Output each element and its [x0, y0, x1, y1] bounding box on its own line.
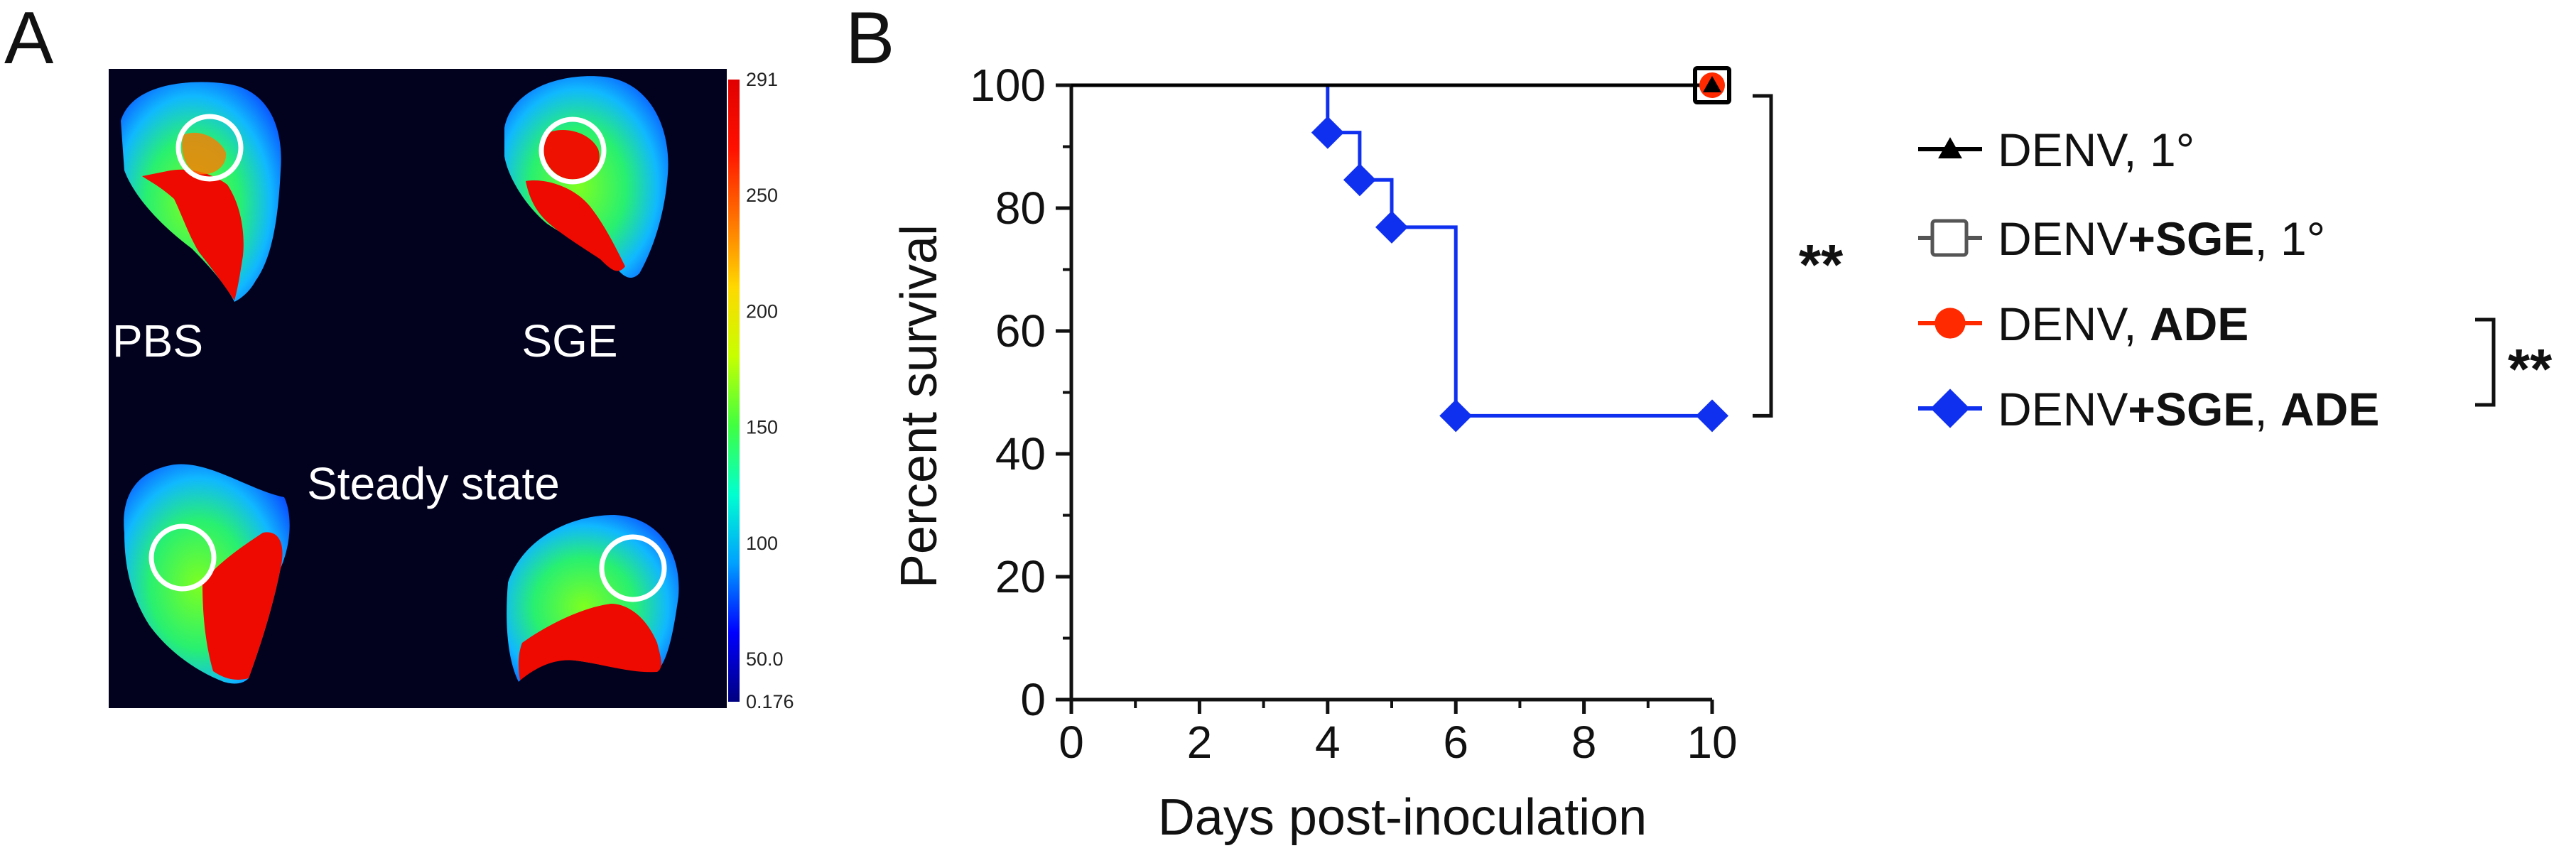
marker-diamond: [1311, 116, 1344, 149]
tissue-top-left: [121, 82, 281, 303]
label-pbs: PBS: [112, 315, 203, 366]
marker-diamond: [1375, 210, 1408, 244]
colorbar-tick-label: 200: [746, 300, 778, 322]
panel-b-letter: B: [845, 0, 895, 80]
legend-label-part: DENV: [1998, 212, 2128, 265]
x-tick-label: 0: [1059, 717, 1084, 768]
roi-circle: [148, 523, 217, 592]
series-layer: [1071, 66, 1731, 433]
marker-diamond: [1343, 163, 1376, 197]
x-tick-label: 10: [1687, 717, 1737, 768]
roi-circle: [599, 534, 667, 602]
legend-label: DENV, 1°: [1998, 124, 2195, 176]
colorbar: 291 250 200 150 100 50.0 0.176: [728, 69, 794, 712]
y-tick-label: 40: [995, 428, 1046, 479]
legend-label-part: ADE: [2280, 383, 2379, 435]
tissue-top-right: [504, 76, 669, 278]
legend-label-part: DENV, 1°: [1998, 124, 2195, 176]
y-tick-label: 100: [970, 60, 1046, 111]
marker-triangle: [1938, 137, 1962, 158]
x-tick-label: 8: [1571, 717, 1597, 768]
panel-a-letter: A: [4, 0, 54, 80]
y-tick-label: 80: [995, 183, 1046, 234]
marker-triangle: [1703, 76, 1721, 92]
marker-circle: [1934, 308, 1966, 339]
legend-label-part: DENV: [1998, 383, 2128, 435]
colorbar-tick-label: 50.0: [746, 648, 784, 670]
colorbar-ticks: 291 250 200 150 100 50.0 0.176: [746, 69, 794, 712]
heatmap-panel: PBS SGE Steady state: [109, 69, 727, 708]
colorbar-gradient: [728, 80, 740, 702]
x-tick-label: 2: [1187, 717, 1213, 768]
tissue-bottom-left: [124, 464, 290, 684]
colorbar-tick-label: 100: [746, 533, 778, 554]
y-tick-label: 60: [995, 305, 1046, 357]
tissue-bottom-right: [507, 515, 679, 682]
legend-label: DENV+SGE, ADE: [1998, 383, 2379, 435]
y-tick-label: 20: [995, 551, 1046, 602]
bracket-2: [2475, 317, 2496, 407]
legend-label-part: ADE: [2150, 298, 2248, 350]
colorbar-tick-label: 250: [746, 185, 778, 206]
significance-label: **: [1799, 233, 1844, 296]
y-tick-label: 0: [1020, 674, 1046, 725]
significance-brackets: ** **: [1753, 94, 2553, 418]
legend-item: DENV, ADE: [1918, 298, 2248, 350]
legend-label-part: , 1°: [2254, 212, 2325, 265]
colorbar-tick-label: 291: [746, 69, 778, 90]
legend-item: DENV, 1°: [1918, 124, 2195, 176]
x-axis-label: Days post-inoculation: [1158, 789, 1647, 846]
legend-label-part: DENV,: [1998, 298, 2150, 350]
significance-label: **: [2508, 337, 2553, 401]
legend-item: DENV+SGE, ADE: [1918, 383, 2379, 435]
roi-circle: [175, 114, 244, 182]
legend-label-part: +SGE: [2128, 383, 2254, 435]
legend-label: DENV, ADE: [1998, 298, 2248, 350]
colorbar-tick-label: 150: [746, 417, 778, 438]
y-axis-ticks: 0 20 40 60 80 100: [970, 60, 1071, 725]
x-axis-ticks: 0 2 4 6 8 10: [1059, 700, 1738, 768]
label-steady-state: Steady state: [307, 458, 560, 509]
marker-diamond: [1696, 399, 1728, 433]
y-axis-label: Percent survival: [891, 224, 948, 588]
legend-marker: [1930, 219, 1969, 257]
marker-open-square: [1693, 66, 1731, 104]
series-line: [1071, 83, 1712, 418]
label-sge: SGE: [521, 315, 617, 366]
marker-diamond: [1930, 389, 1970, 428]
colorbar-tick-label: 0.176: [746, 691, 794, 712]
legend-label: DENV+SGE, 1°: [1998, 212, 2325, 265]
survival-chart: 0 2 4 6 8 10 0 20 40 60 80 100 Days post-inoculati…: [891, 60, 2553, 846]
marker-diamond: [1439, 399, 1473, 433]
legend-item: DENV+SGE, 1°: [1918, 212, 2325, 265]
x-tick-label: 4: [1315, 717, 1341, 768]
roi-circle: [539, 116, 607, 185]
axes: [1069, 84, 1712, 702]
bracket-1: [1753, 94, 1773, 418]
legend-label-part: +SGE: [2128, 212, 2254, 265]
legend-label-part: ,: [2254, 383, 2280, 435]
x-tick-label: 6: [1443, 717, 1468, 768]
